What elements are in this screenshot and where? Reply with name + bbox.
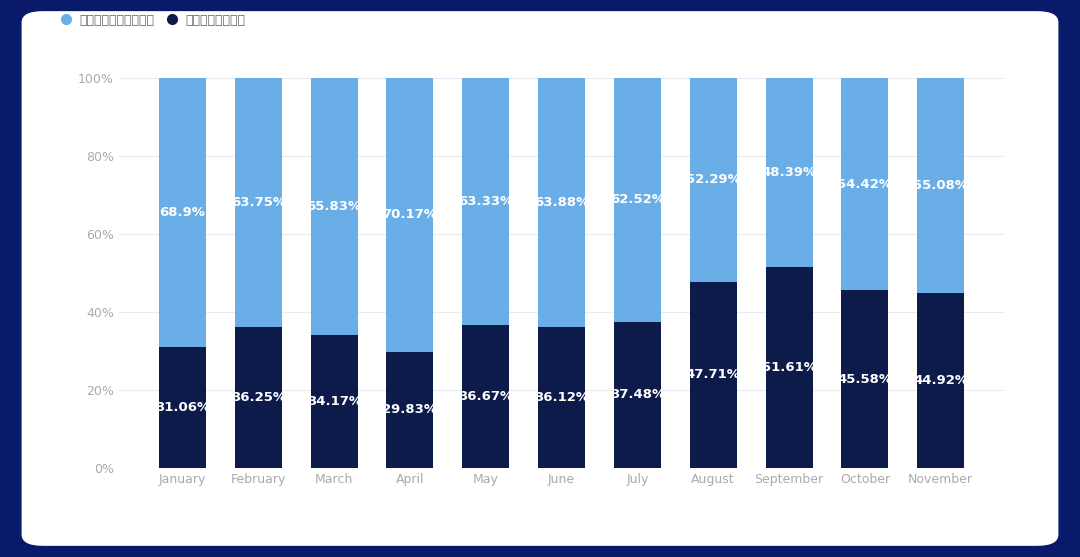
Text: 36.12%: 36.12% xyxy=(535,391,589,404)
Bar xyxy=(841,290,889,468)
Bar xyxy=(766,267,812,468)
Bar xyxy=(234,326,282,468)
Bar xyxy=(613,322,661,468)
Bar xyxy=(690,78,737,282)
Bar xyxy=(538,327,585,468)
Text: 48.39%: 48.39% xyxy=(761,166,816,179)
Bar xyxy=(387,78,433,351)
Text: 44.92%: 44.92% xyxy=(914,374,968,387)
Bar xyxy=(613,78,661,322)
Bar xyxy=(690,282,737,468)
Text: 45.58%: 45.58% xyxy=(837,373,892,385)
Text: 63.33%: 63.33% xyxy=(458,195,513,208)
Text: 36.67%: 36.67% xyxy=(458,390,513,403)
Text: 34.17%: 34.17% xyxy=(307,395,362,408)
Bar xyxy=(917,293,964,468)
Text: 31.06%: 31.06% xyxy=(156,401,211,414)
Text: 65.83%: 65.83% xyxy=(307,200,362,213)
Text: 37.48%: 37.48% xyxy=(610,388,665,401)
Bar xyxy=(462,325,510,468)
Bar xyxy=(462,78,510,325)
Text: 63.75%: 63.75% xyxy=(231,196,286,209)
Bar xyxy=(387,351,433,468)
Bar xyxy=(538,78,585,327)
Bar xyxy=(159,78,206,347)
Bar xyxy=(841,78,889,290)
Text: 47.71%: 47.71% xyxy=(686,368,741,382)
Bar xyxy=(917,78,964,293)
Bar xyxy=(234,78,282,326)
Bar xyxy=(311,78,357,335)
Legend: 磳酸铁锂乘用车装机量, 三元乘用车装机量: 磳酸铁锂乘用车装机量, 三元乘用车装机量 xyxy=(63,14,245,27)
Text: 63.88%: 63.88% xyxy=(534,196,590,209)
Text: 62.52%: 62.52% xyxy=(610,193,665,206)
Bar xyxy=(766,78,812,267)
Text: 36.25%: 36.25% xyxy=(231,390,286,404)
Text: 54.42%: 54.42% xyxy=(837,178,892,190)
Text: 29.83%: 29.83% xyxy=(382,403,437,416)
Text: 52.29%: 52.29% xyxy=(686,173,741,187)
Text: 70.17%: 70.17% xyxy=(382,208,437,221)
Bar xyxy=(311,335,357,468)
Bar xyxy=(159,347,206,468)
Text: 51.61%: 51.61% xyxy=(761,361,816,374)
Text: 68.9%: 68.9% xyxy=(160,206,205,219)
Text: 55.08%: 55.08% xyxy=(914,179,968,192)
